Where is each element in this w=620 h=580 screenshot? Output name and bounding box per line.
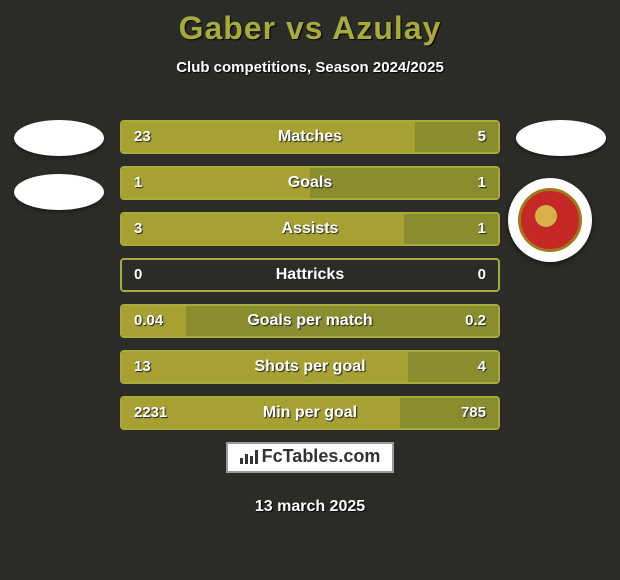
stat-value-left: 2231 xyxy=(134,396,167,430)
stat-label: Shots per goal xyxy=(120,350,500,384)
club-crest-icon xyxy=(518,188,582,252)
stat-value-left: 13 xyxy=(134,350,151,384)
stat-value-left: 0 xyxy=(134,258,142,292)
site-logo-text: FcTables.com xyxy=(262,446,381,466)
footer-logo: FcTables.com xyxy=(0,442,620,473)
stat-value-left: 0.04 xyxy=(134,304,163,338)
stat-row: Assists3 1 xyxy=(120,212,500,246)
page-title: Gaber vs Azulay xyxy=(0,0,620,47)
stat-row: Hattricks0 0 xyxy=(120,258,500,292)
stat-value-left: 1 xyxy=(134,166,142,200)
stat-value-right: 4 xyxy=(478,350,486,384)
stat-value-left: 23 xyxy=(134,120,151,154)
stat-value-left: 3 xyxy=(134,212,142,246)
player-right-club-crest xyxy=(508,178,592,262)
player-left-badge-2 xyxy=(14,174,104,210)
stat-label: Min per goal xyxy=(120,396,500,430)
chart-icon xyxy=(240,448,258,469)
footer-date: 13 march 2025 xyxy=(0,498,620,516)
stat-value-right: 0.2 xyxy=(465,304,486,338)
stat-row: Min per goal2231 785 xyxy=(120,396,500,430)
stat-value-right: 1 xyxy=(478,166,486,200)
player-right-badge-1 xyxy=(516,120,606,156)
stat-label: Goals xyxy=(120,166,500,200)
stat-row: Goals1 1 xyxy=(120,166,500,200)
stat-label: Goals per match xyxy=(120,304,500,338)
stat-rows: Matches235Goals11Assists31Hattricks00Goa… xyxy=(0,120,620,442)
stat-label: Matches xyxy=(120,120,500,154)
player-left-badge-1 xyxy=(14,120,104,156)
stat-value-right: 1 xyxy=(478,212,486,246)
stat-value-right: 785 xyxy=(461,396,486,430)
stat-label: Hattricks xyxy=(120,258,500,292)
site-logo[interactable]: FcTables.com xyxy=(226,442,395,473)
page-subtitle: Club competitions, Season 2024/2025 xyxy=(0,59,620,76)
comparison-card: { "title": "Gaber vs Azulay", "subtitle"… xyxy=(0,0,620,580)
stat-value-right: 5 xyxy=(478,120,486,154)
stat-row: Shots per goal13 4 xyxy=(120,350,500,384)
stat-label: Assists xyxy=(120,212,500,246)
stat-row: Goals per match0.04 0.2 xyxy=(120,304,500,338)
stat-row: Matches23 5 xyxy=(120,120,500,154)
stat-value-right: 0 xyxy=(478,258,486,292)
